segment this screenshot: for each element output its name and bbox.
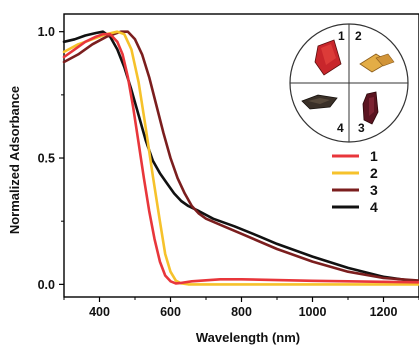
- inset-label-3: 3: [358, 121, 365, 135]
- legend-label-2: 2: [370, 165, 378, 181]
- crystal-image-4: [301, 94, 338, 110]
- inset-label-2: 2: [355, 29, 362, 43]
- tick-layer: 400 600 800 1000 1200 0.0 0.5 1.0: [38, 25, 419, 319]
- crystal-image-3: [362, 91, 379, 125]
- series-line-1: [62, 32, 419, 285]
- series-layer: [62, 30, 419, 286]
- inset-label-4: 4: [337, 121, 344, 135]
- crystal-inset: 1 2 3 4: [289, 23, 409, 143]
- y-axis-title: Normalized Adsorbance: [7, 86, 22, 234]
- x-axis-title: Wavelength (nm): [196, 330, 300, 345]
- crystal-image-1: [314, 39, 342, 76]
- legend-label-3: 3: [370, 182, 378, 198]
- x-tick-label-1200: 1200: [370, 305, 398, 319]
- x-tick-label-400: 400: [89, 305, 110, 319]
- y-tick-label-0.0: 0.0: [38, 278, 55, 292]
- legend-label-4: 4: [370, 199, 378, 215]
- crystal-image-2: [359, 53, 395, 73]
- y-tick-label-0.5: 0.5: [38, 152, 55, 166]
- legend: 1 2 3 4: [332, 148, 378, 215]
- x-tick-label-800: 800: [231, 305, 252, 319]
- series-line-4: [62, 30, 419, 284]
- inset-label-1: 1: [338, 29, 345, 43]
- legend-label-1: 1: [370, 148, 378, 164]
- y-tick-label-1.0: 1.0: [38, 25, 55, 39]
- x-tick-label-600: 600: [160, 305, 181, 319]
- x-tick-label-1000: 1000: [299, 305, 327, 319]
- series-line-2: [62, 30, 419, 286]
